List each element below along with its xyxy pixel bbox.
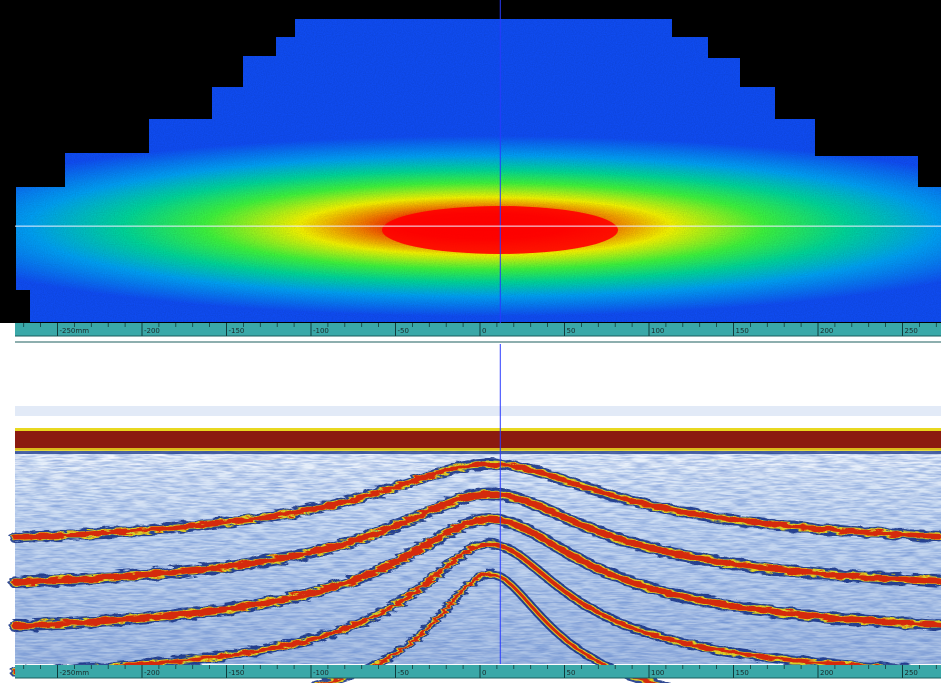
top-distance-ruler[interactable]: -250mm -200 -150 -100 -50 0 50 100 150 200 250 [15,323,941,337]
ruler-tick-label: -100 [313,669,329,677]
ruler-bar [15,665,941,678]
radargram-canvas[interactable]: -250mm -200 -150 -100 -50 0 50 100 150 200 250 [0,344,941,683]
ruler-tick-label: 150 [736,669,749,677]
ruler-tick-label: 150 [736,327,749,335]
ruler-tick-label: 250 [905,327,918,335]
reflection-layer-5 [308,569,672,683]
ruler-tick-label: 100 [651,669,664,677]
bottom-radargram-view[interactable]: -250mm -200 -150 -100 -50 0 50 100 150 200 250 [0,344,941,683]
ruler-tick-label: -50 [398,669,409,677]
ruler-tick-label: 0 [482,669,486,677]
ruler-tick-label: -100 [313,327,329,335]
top-heatmap-view[interactable]: -250mm -200 -150 -100 -50 0 50 100 150 200 250 [0,0,941,344]
ruler-tick-label: 100 [651,327,664,335]
reflection-layer-3 [9,512,941,633]
reflection-layers [9,458,941,683]
reflection-layer-1 [9,458,941,544]
reflection-layer-4 [10,538,941,678]
ruler-tick-label: -200 [144,327,160,335]
ruler-tick-label: 0 [482,327,486,335]
surface-reflection [15,428,941,450]
ruler-tick-label: -150 [229,327,245,335]
ruler-tick-label: -250mm [60,669,90,677]
ruler-tick-label: 50 [567,669,576,677]
ruler-tick-label: -250mm [60,327,90,335]
reflection-layer-2 [9,487,941,589]
ruler-tick-label: 200 [820,669,833,677]
heatmap-canvas[interactable]: -250mm -200 -150 -100 -50 0 50 100 150 200 250 [0,0,941,344]
ruler-bar [15,323,941,336]
ruler-tick-label: -200 [144,669,160,677]
ruler-tick-label: 250 [905,669,918,677]
ruler-tick-label: -150 [229,669,245,677]
bottom-distance-ruler[interactable]: -250mm -200 -150 -100 -50 0 50 100 150 200 250 [15,665,941,679]
ruler-tick-label: 200 [820,327,833,335]
ruler-tick-label: 50 [567,327,576,335]
ruler-tick-label: -50 [398,327,409,335]
